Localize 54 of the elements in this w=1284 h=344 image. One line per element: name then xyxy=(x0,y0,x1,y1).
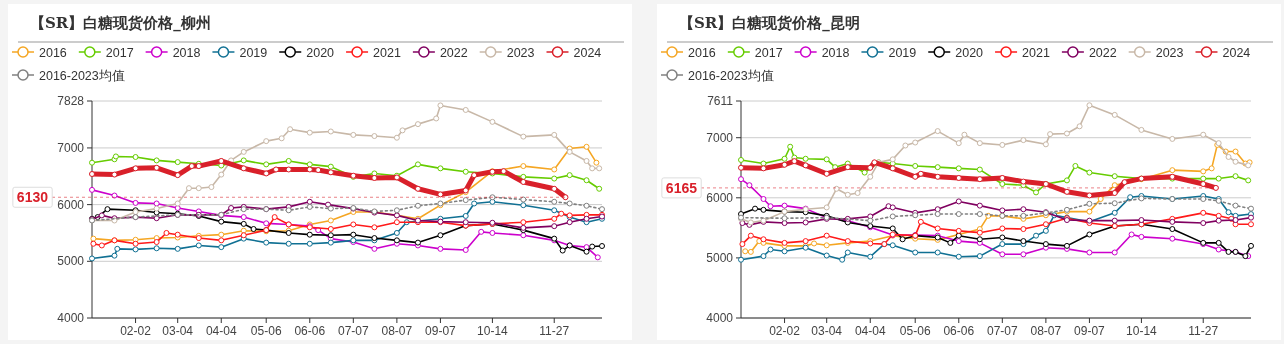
legend-label: 2016 xyxy=(39,45,67,60)
legend-label: 2016-2023均值 xyxy=(39,68,125,83)
x-tick-label: 05-06 xyxy=(899,324,931,338)
legend-label: 2022 xyxy=(1088,45,1117,60)
annotation: 6165 xyxy=(665,179,698,196)
x-tick-label: 02-02 xyxy=(120,324,152,338)
chart-title: 【SR】白糖现货价格_柳州 xyxy=(30,14,211,32)
y-tick-label: 7000 xyxy=(706,130,734,145)
x-tick-label: 05-06 xyxy=(250,324,282,338)
legend-label: 2021 xyxy=(1022,45,1050,60)
x-tick-label: 07-07 xyxy=(337,324,369,338)
x-tick-label: 04-04 xyxy=(205,324,237,338)
chart-title: 【SR】白糖现货价格_昆明 xyxy=(679,14,860,32)
x-tick-label: 07-07 xyxy=(986,324,1018,338)
y-tick-label: 5000 xyxy=(57,254,85,269)
annotation: 6130 xyxy=(16,189,49,206)
x-tick-label: 09-07 xyxy=(425,324,457,338)
x-tick-label: 08-07 xyxy=(1030,324,1062,338)
x-tick-label: 02-02 xyxy=(769,324,801,338)
legend-label: 2021 xyxy=(373,45,401,60)
x-tick-label: 11-27 xyxy=(539,324,570,338)
legend-label: 2019 xyxy=(239,45,268,60)
y-tick-label: 4000 xyxy=(706,311,734,325)
x-tick-label: 06-06 xyxy=(294,324,326,338)
y-tick-label: 7611 xyxy=(707,94,734,108)
x-tick-label: 10-14 xyxy=(477,324,509,338)
legend-label: 2024 xyxy=(573,45,602,60)
x-tick-label: 04-04 xyxy=(854,324,886,338)
x-tick-label: 10-14 xyxy=(1126,324,1158,338)
legend-label: 2017 xyxy=(754,45,783,60)
y-tick-label: 7828 xyxy=(57,94,85,108)
y-tick-label: 7000 xyxy=(57,140,85,155)
legend-label: 2019 xyxy=(888,45,917,60)
legend-label: 2018 xyxy=(172,45,201,60)
x-tick-label: 03-04 xyxy=(811,324,843,338)
y-tick-label: 6000 xyxy=(706,190,734,205)
x-tick-label: 09-07 xyxy=(1074,324,1106,338)
x-tick-label: 06-06 xyxy=(943,324,975,338)
legend-label: 2016 xyxy=(688,45,716,60)
legend-label: 2022 xyxy=(439,45,468,60)
legend-label: 2020 xyxy=(306,45,335,60)
x-tick-label: 11-27 xyxy=(1188,324,1219,338)
legend-label: 2023 xyxy=(1155,45,1184,60)
legend-label: 2018 xyxy=(821,45,850,60)
x-tick-label: 03-04 xyxy=(162,324,194,338)
legend-label: 2024 xyxy=(1222,45,1251,60)
legend-label: 2020 xyxy=(955,45,984,60)
y-tick-label: 5000 xyxy=(706,250,734,265)
y-tick-label: 6000 xyxy=(57,197,85,212)
legend-label: 2023 xyxy=(506,45,535,60)
x-tick-label: 08-07 xyxy=(381,324,413,338)
legend-label: 2016-2023均值 xyxy=(688,68,774,83)
legend-label: 2017 xyxy=(105,45,134,60)
y-tick-label: 4000 xyxy=(57,311,85,325)
